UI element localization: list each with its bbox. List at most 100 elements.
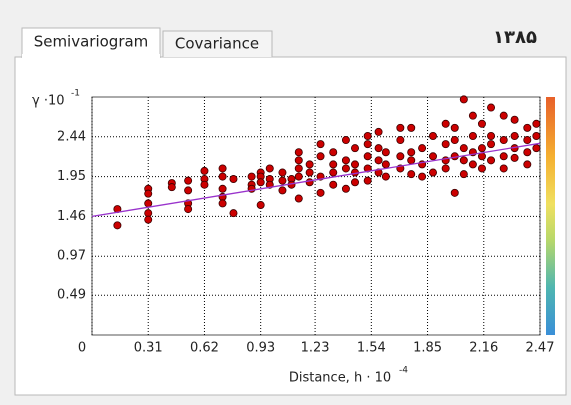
point — [305, 168, 314, 177]
point — [532, 131, 541, 140]
point — [184, 176, 193, 185]
point — [218, 199, 227, 208]
point — [396, 123, 405, 132]
point — [407, 148, 416, 157]
point — [144, 189, 153, 198]
point — [294, 156, 303, 165]
point — [341, 184, 350, 193]
point — [229, 209, 238, 218]
point — [278, 168, 287, 177]
point — [532, 144, 541, 153]
point — [374, 168, 383, 177]
tab-label[interactable]: Semivariogram — [34, 33, 149, 51]
point — [499, 152, 508, 161]
point — [200, 166, 209, 175]
tab-label[interactable]: Covariance — [175, 35, 259, 53]
point — [256, 178, 265, 187]
y-tick-label: 0.97 — [57, 249, 86, 264]
point — [381, 172, 390, 181]
point — [523, 160, 532, 169]
point — [499, 164, 508, 173]
point — [363, 131, 372, 140]
point — [294, 194, 303, 203]
point — [113, 221, 122, 230]
point — [468, 160, 477, 169]
point — [477, 144, 486, 153]
point — [532, 119, 541, 128]
point — [428, 152, 437, 161]
point — [477, 164, 486, 173]
point — [218, 184, 227, 193]
point — [450, 123, 459, 132]
point — [450, 188, 459, 197]
x-tick-label: 0.93 — [246, 341, 275, 356]
point — [381, 160, 390, 169]
point — [247, 172, 256, 181]
x-tick-label: 1.23 — [301, 341, 330, 356]
x-axis-label: Distance, h · 10 — [289, 371, 391, 386]
point — [396, 136, 405, 145]
y-axis-label: γ ·10 — [32, 94, 65, 109]
point — [316, 140, 325, 149]
point — [477, 119, 486, 128]
point — [305, 178, 314, 187]
point — [374, 144, 383, 153]
point — [256, 201, 265, 210]
color-bar — [546, 97, 555, 335]
point — [487, 103, 496, 112]
point — [363, 140, 372, 149]
point — [428, 131, 437, 140]
point — [329, 160, 338, 169]
point — [523, 148, 532, 157]
point — [316, 188, 325, 197]
x-tick-label: 2.16 — [469, 341, 498, 356]
point — [374, 156, 383, 165]
tab-join — [22, 54, 160, 60]
point — [341, 136, 350, 145]
point — [229, 175, 238, 184]
point — [316, 152, 325, 161]
y-tick-label: 1.95 — [57, 169, 86, 184]
point — [418, 172, 427, 181]
point — [487, 156, 496, 165]
point — [418, 144, 427, 153]
trend-line — [91, 142, 541, 218]
point — [441, 119, 450, 128]
point — [363, 164, 372, 173]
y-tick-label: 2.44 — [57, 129, 86, 144]
point — [407, 170, 416, 179]
point — [523, 136, 532, 145]
point — [144, 215, 153, 224]
x-tick-label: 0 — [78, 341, 86, 356]
x-tick-label: 0.31 — [134, 341, 163, 356]
point — [487, 140, 496, 149]
point — [218, 164, 227, 173]
x-tick-label: 1.54 — [357, 341, 386, 356]
tab-inactive[interactable] — [162, 30, 273, 57]
point — [459, 170, 468, 179]
point — [305, 160, 314, 169]
point — [329, 148, 338, 157]
point — [487, 131, 496, 140]
tab-active[interactable] — [21, 27, 161, 58]
x-tick-label: 1.85 — [413, 341, 442, 356]
point — [265, 164, 274, 173]
y-tick-label: 0.49 — [57, 288, 86, 303]
point — [350, 160, 359, 169]
point — [407, 123, 416, 132]
point — [184, 186, 193, 195]
point — [341, 156, 350, 165]
point — [184, 205, 193, 214]
point — [499, 136, 508, 145]
point — [459, 156, 468, 165]
point — [218, 172, 227, 181]
point — [374, 127, 383, 136]
point — [363, 176, 372, 185]
point — [294, 172, 303, 181]
point — [510, 153, 519, 162]
point — [428, 168, 437, 177]
point — [468, 111, 477, 120]
point — [381, 148, 390, 157]
